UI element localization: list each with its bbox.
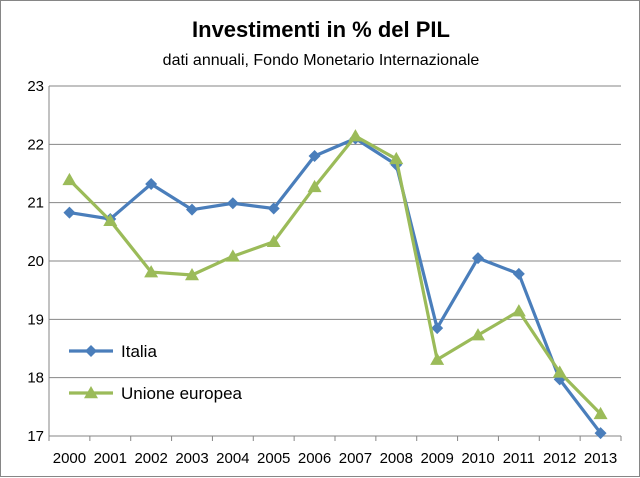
data-point — [552, 365, 567, 378]
legend-label: Unione europea — [121, 384, 243, 403]
data-point — [225, 249, 240, 262]
x-tick-label: 2008 — [380, 450, 413, 467]
x-tick-label: 2007 — [339, 450, 372, 467]
data-point — [511, 304, 526, 317]
x-tick-label: 2011 — [503, 450, 535, 467]
data-point — [431, 322, 444, 335]
legend-marker — [84, 386, 98, 399]
y-tick-label: 20 — [27, 253, 44, 270]
legend-label: Italia — [121, 342, 157, 361]
x-tick-label: 2002 — [134, 450, 167, 467]
data-point — [144, 265, 159, 278]
series-line — [68, 134, 602, 415]
series-line — [69, 136, 602, 435]
data-point — [594, 427, 607, 440]
y-axis-tick-labels: 17 18 19 20 21 22 23 — [27, 78, 44, 445]
data-point — [186, 203, 198, 216]
data-point — [62, 172, 77, 186]
x-tick-label: 2000 — [53, 450, 86, 467]
series-unione-europea — [62, 129, 608, 420]
data-point — [63, 206, 76, 219]
data-point — [266, 234, 281, 247]
x-tick-label: 2013 — [584, 450, 617, 467]
data-point — [267, 202, 280, 215]
data-point — [430, 352, 445, 365]
x-tick-label: 2001 — [94, 450, 127, 467]
data-point — [471, 328, 485, 341]
data-point — [226, 197, 239, 210]
x-tick-label: 2004 — [216, 450, 249, 467]
chart-subtitle: dati annuali, Fondo Monetario Internazio… — [163, 52, 480, 69]
legend-marker — [85, 345, 97, 357]
chart-title: Investimenti in % del PIL — [192, 17, 450, 42]
x-tick-label: 2012 — [543, 450, 576, 467]
data-point — [512, 267, 525, 280]
x-tick-label: 2009 — [420, 450, 453, 467]
y-tick-label: 19 — [27, 311, 44, 328]
data-point — [308, 150, 321, 162]
axes — [48, 86, 622, 441]
x-tick-label: 2005 — [257, 450, 290, 467]
series-lines — [62, 129, 608, 440]
x-axis-tick-labels: 2000 2001 2002 2003 2004 2005 2006 2007 2008 2009… — [53, 450, 618, 467]
data-point — [472, 252, 484, 265]
data-point — [593, 406, 608, 420]
x-tick-label: 2003 — [175, 450, 208, 467]
x-tick-label: 2006 — [298, 450, 331, 467]
data-point — [103, 213, 118, 226]
y-tick-label: 18 — [27, 370, 44, 387]
y-tick-label: 21 — [27, 195, 44, 212]
x-tick-label: 2010 — [461, 450, 494, 467]
data-point — [145, 178, 158, 190]
data-point — [389, 151, 404, 165]
data-point — [185, 268, 199, 281]
y-tick-label: 23 — [27, 78, 44, 95]
y-tick-label: 22 — [27, 136, 44, 153]
data-point — [307, 179, 322, 193]
data-point — [348, 129, 363, 142]
y-tick-label: 17 — [27, 428, 44, 445]
legend: Italia Unione europea — [69, 342, 243, 403]
